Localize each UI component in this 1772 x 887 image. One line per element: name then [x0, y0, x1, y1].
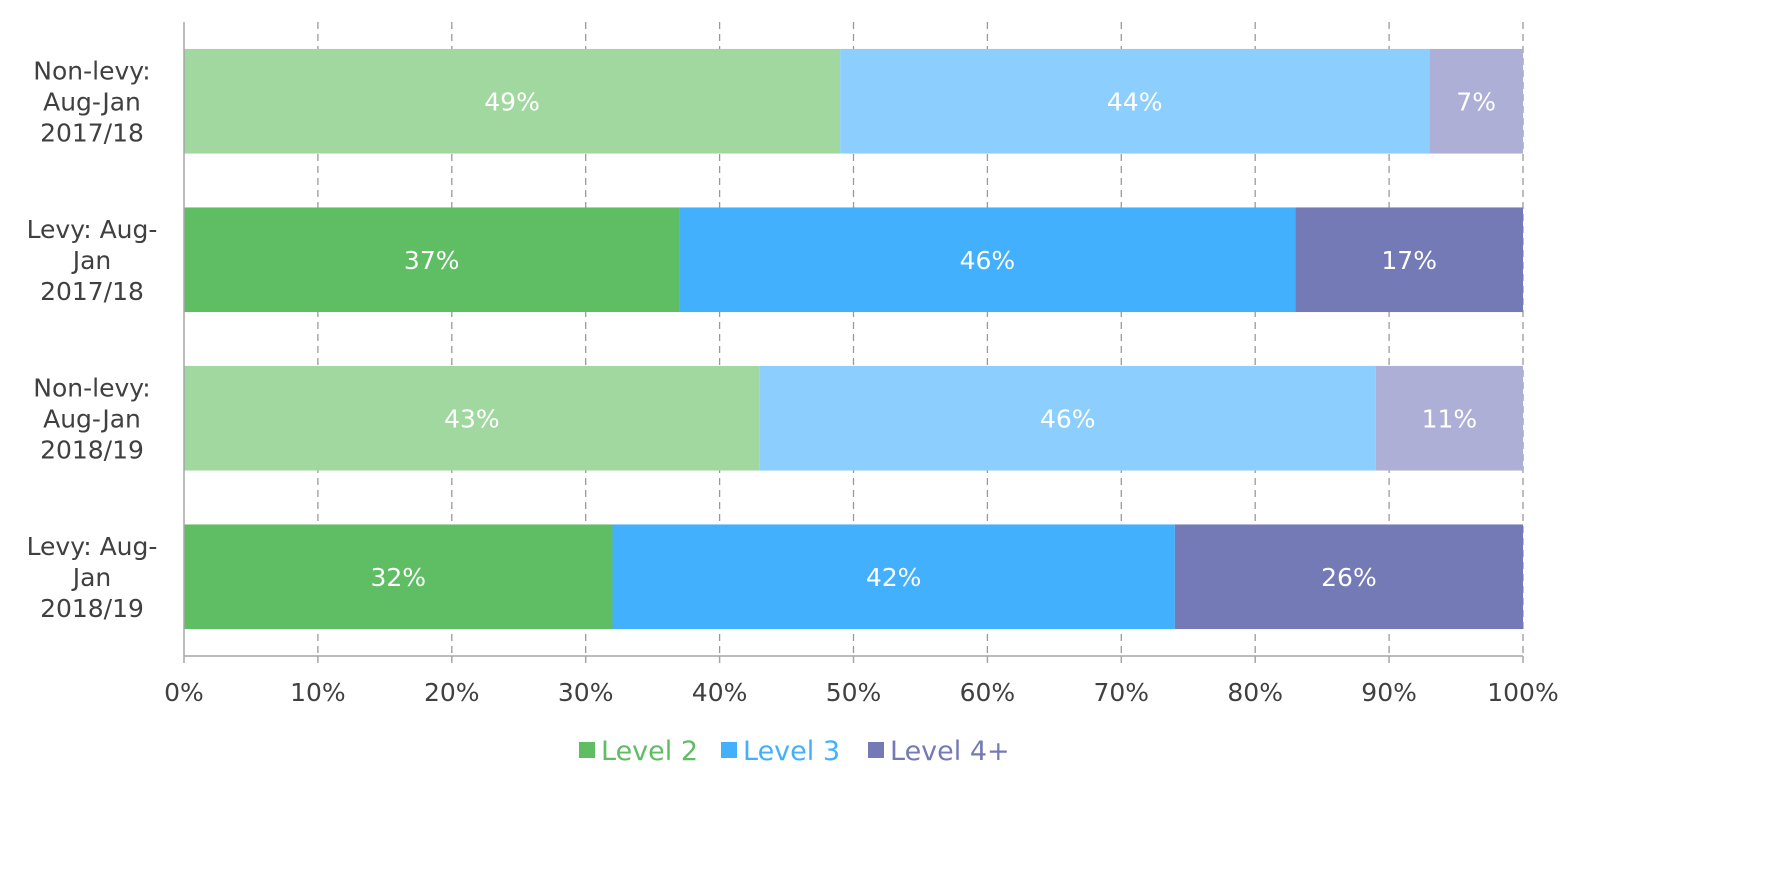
x-tick-label: 0%	[164, 678, 204, 707]
bars: 49% 44% 7% 37% 46% 17% 43% 46% 11% 32% 42% 26%	[184, 48, 1523, 630]
category-label: Levy: Aug-Jan 2017/18	[27, 215, 158, 306]
x-tick-label: 60%	[960, 678, 1016, 707]
legend-swatch	[579, 742, 595, 758]
data-label: 7%	[1456, 87, 1496, 116]
x-tick-label: 70%	[1094, 678, 1150, 707]
legend-label: Level 3	[743, 736, 840, 767]
bar-segment	[184, 365, 760, 471]
bar-segment	[759, 365, 1376, 471]
bar-segment	[679, 207, 1296, 313]
legend-swatch	[868, 742, 884, 758]
bar-segment	[1375, 365, 1523, 471]
data-label: 37%	[404, 246, 460, 275]
x-tick-labels: 0% 10% 20% 30% 40% 50% 60% 70% 80% 90% 100%	[164, 678, 1559, 707]
x-tick-label: 90%	[1361, 678, 1417, 707]
data-label: 32%	[370, 563, 426, 592]
axes	[183, 22, 1524, 663]
category-labels: Non-levy: Aug-Jan 2017/18 Levy: Aug-Jan 2017…	[27, 56, 158, 623]
data-label: 49%	[484, 87, 540, 116]
bar-segment	[612, 524, 1175, 630]
x-tick-label: 10%	[290, 678, 346, 707]
data-label: 11%	[1422, 404, 1478, 433]
category-label: Levy: Aug-Jan 2018/19	[27, 532, 158, 623]
data-label: 43%	[444, 404, 500, 433]
data-label: 44%	[1107, 87, 1163, 116]
data-label: 26%	[1321, 563, 1377, 592]
x-tick-label: 50%	[826, 678, 882, 707]
category-label: Non-levy: Aug-Jan 2017/18	[33, 56, 150, 147]
x-tick-label: 100%	[1487, 678, 1558, 707]
bar-segment	[1429, 48, 1523, 154]
data-label: 17%	[1381, 246, 1437, 275]
bar-segment	[1174, 524, 1523, 630]
bar-segment	[184, 48, 841, 154]
legend: Level 2 Level 3 Level 4+	[579, 736, 1010, 767]
data-label: 42%	[866, 563, 922, 592]
category-label: Non-levy: Aug-Jan 2018/19	[33, 373, 150, 464]
legend-swatch	[721, 742, 737, 758]
bar-segment	[1295, 207, 1523, 313]
x-tick-label: 40%	[692, 678, 748, 707]
legend-label: Level 2	[601, 736, 698, 767]
data-label: 46%	[1040, 404, 1096, 433]
legend-label: Level 4+	[890, 736, 1010, 767]
data-label: 46%	[960, 246, 1016, 275]
bar-segment	[840, 48, 1430, 154]
x-tick-label: 20%	[424, 678, 480, 707]
x-tick-label: 80%	[1227, 678, 1283, 707]
bar-segment	[184, 207, 680, 313]
bar-segment	[184, 524, 613, 630]
x-tick-label: 30%	[558, 678, 614, 707]
